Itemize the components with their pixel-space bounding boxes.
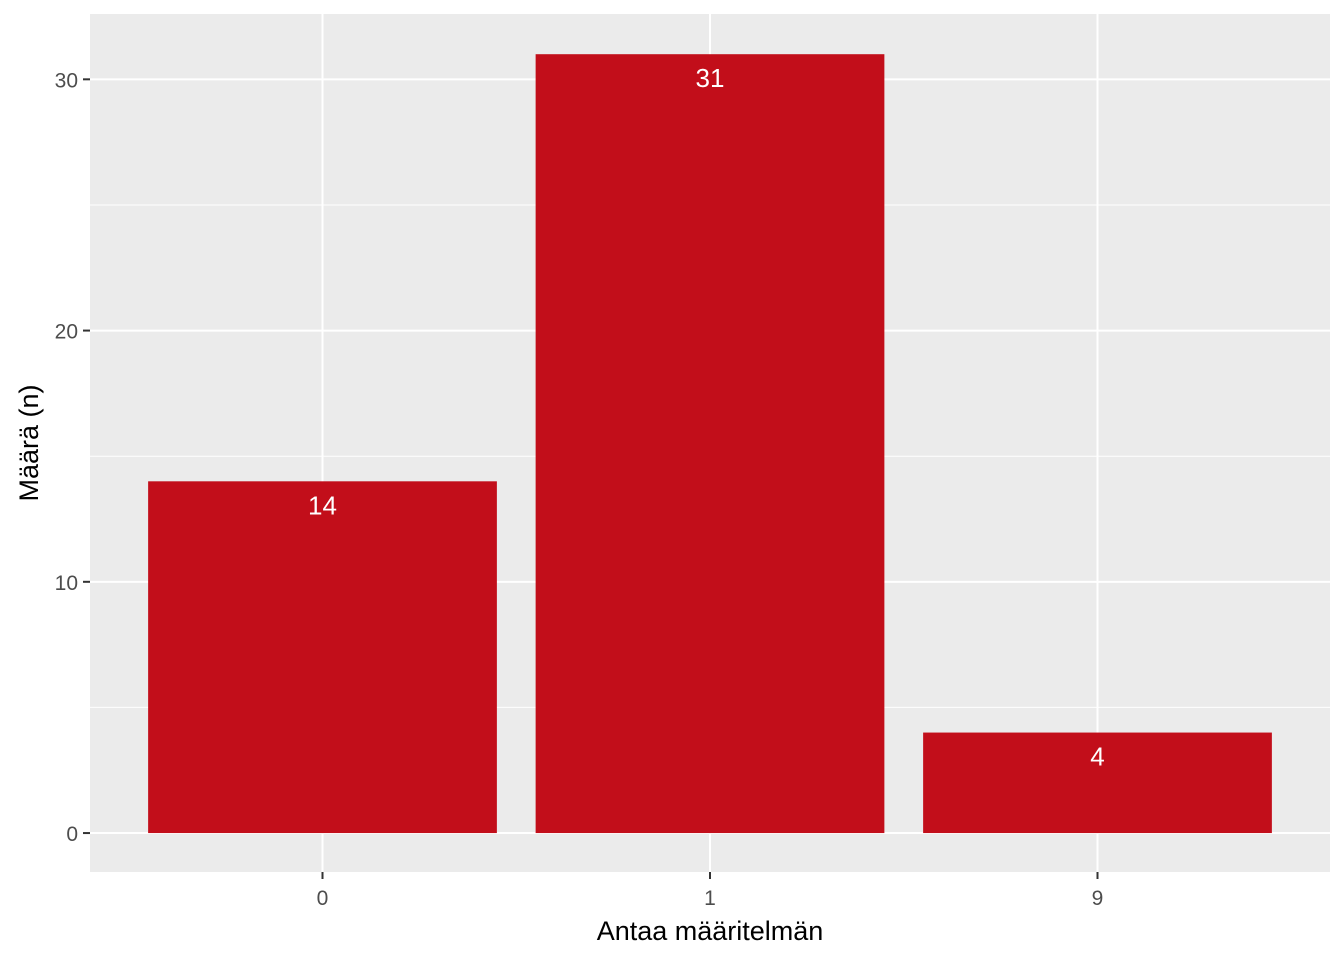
bars <box>148 54 1272 834</box>
bar-0 <box>148 481 497 834</box>
x-tick-label: 9 <box>1092 887 1104 910</box>
y-tick-label: 20 <box>55 321 78 344</box>
x-axis-title: Antaa määritelmän <box>597 916 824 946</box>
y-axis-title: Määrä (n) <box>14 384 44 501</box>
bar-9 <box>923 732 1272 834</box>
data-label-9: 4 <box>1090 742 1104 772</box>
data-label-0: 14 <box>308 490 337 520</box>
y-tick-label: 30 <box>55 69 78 92</box>
y-tick-label: 10 <box>55 572 78 595</box>
y-axis: 0 10 20 30 <box>55 69 90 846</box>
bar-1 <box>535 54 885 834</box>
data-label-1: 31 <box>696 63 725 93</box>
y-tick-label: 0 <box>66 823 78 846</box>
data-labels: 14 31 4 <box>308 63 1105 771</box>
x-tick-label: 0 <box>317 887 329 910</box>
x-tick-label: 1 <box>704 887 716 910</box>
x-axis: 0 1 9 <box>317 872 1104 910</box>
